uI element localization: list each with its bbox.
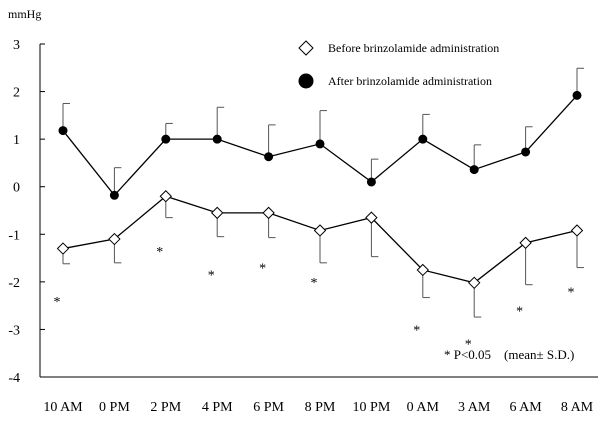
- data-point-before: [416, 263, 430, 277]
- y-tick-label: -1: [8, 228, 20, 243]
- data-point-before: [108, 232, 121, 246]
- y-tick-label: -4: [8, 371, 20, 386]
- error-bars: [62, 67, 584, 318]
- x-tick-label: 3 AM: [458, 400, 491, 415]
- data-point-after: [366, 177, 376, 187]
- data-point-before: [467, 276, 481, 290]
- legend-label-after: After brinzolamide administration: [328, 74, 492, 88]
- legend-marker-after: [298, 73, 314, 89]
- data-point-after: [521, 147, 531, 157]
- y-tick-label: 3: [13, 38, 20, 53]
- y-tick-label: 0: [13, 181, 20, 196]
- data-point-after: [264, 152, 274, 162]
- footnote-text: * P<0.05 (mean± S.D.): [444, 347, 574, 362]
- x-tick-label: 6 PM: [253, 400, 284, 415]
- x-tick-label: 0 PM: [99, 400, 130, 415]
- significance-star: *: [208, 269, 215, 284]
- x-tick-label: 0 AM: [407, 400, 440, 415]
- data-point-after: [58, 126, 68, 136]
- data-point-before: [365, 211, 378, 224]
- legend-marker-before: [298, 40, 314, 56]
- y-tick-label: 1: [13, 133, 20, 148]
- data-point-after: [315, 139, 325, 149]
- data-point-after: [212, 134, 222, 144]
- significance-star: *: [156, 245, 163, 260]
- significance-star: *: [465, 338, 472, 353]
- data-point-after: [161, 134, 171, 144]
- significance-marks: * * * * * * * * *: [54, 245, 575, 353]
- y-tick-label: 2: [13, 86, 20, 101]
- significance-star: *: [516, 304, 523, 319]
- y-tick-label: -2: [8, 276, 20, 291]
- data-point-before: [262, 206, 275, 220]
- significance-star: *: [259, 262, 266, 277]
- data-point-before: [313, 224, 327, 237]
- data-point-after: [418, 134, 428, 144]
- y-axis-ticks: 3 2 1 0 -1 -2 -3 -4: [8, 38, 45, 386]
- series-markers: [56, 90, 584, 290]
- data-point-before: [56, 242, 70, 255]
- legend: Before brinzolamide administration After …: [298, 40, 499, 89]
- x-axis-ticks: 10 AM 0 PM 2 PM 4 PM 6 PM 8 PM 10 PM 0 AM 3 AM 6 …: [43, 400, 593, 415]
- data-point-before: [159, 190, 173, 203]
- x-tick-label: 10 PM: [353, 400, 391, 415]
- data-point-before: [570, 224, 584, 237]
- data-point-before: [210, 206, 224, 220]
- data-point-before: [519, 236, 532, 250]
- significance-star: *: [413, 323, 420, 338]
- legend-label-before: Before brinzolamide administration: [328, 41, 499, 55]
- significance-star: *: [568, 285, 575, 300]
- x-tick-label: 10 AM: [43, 400, 83, 415]
- data-point-after: [109, 190, 119, 200]
- x-tick-label: 8 PM: [305, 400, 336, 415]
- x-tick-label: 4 PM: [202, 400, 233, 415]
- y-axis-unit-label: mmHg: [8, 7, 41, 21]
- significance-star: *: [54, 295, 61, 310]
- x-tick-label: 2 PM: [150, 400, 181, 415]
- x-tick-label: 8 AM: [561, 400, 594, 415]
- x-tick-label: 6 AM: [509, 400, 542, 415]
- y-tick-label: -3: [8, 323, 20, 338]
- data-point-after: [469, 165, 479, 175]
- significance-star: *: [311, 276, 318, 291]
- data-point-after: [572, 90, 582, 100]
